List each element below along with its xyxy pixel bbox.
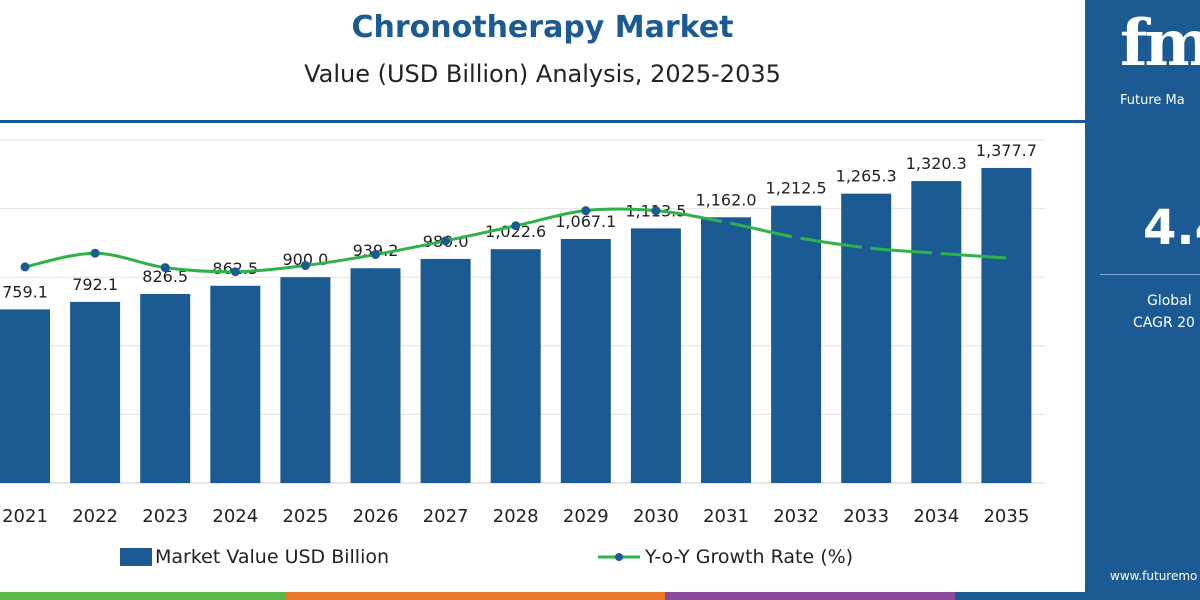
x-tick-label-2027: 2027 xyxy=(423,506,469,527)
growth-point-2034 xyxy=(931,248,941,258)
bar-2023 xyxy=(140,294,191,483)
x-tick-label-2035: 2035 xyxy=(983,506,1029,527)
x-tick-labels: 2021 2022 2023 2024 2025 2026 2027 2028 2029 2030… xyxy=(2,506,1029,527)
legend-swatch-growth-marker xyxy=(615,553,623,561)
cagr-label: CAGR 20 xyxy=(1133,315,1195,331)
bar-value-label-2031: 1,162.0 xyxy=(695,190,756,209)
growth-point-2025 xyxy=(300,261,310,271)
bar-value-label-2033: 1,265.3 xyxy=(836,167,897,186)
bar-2035 xyxy=(981,167,1032,483)
growth-point-2022 xyxy=(90,248,100,258)
growth-line-layer xyxy=(20,206,1007,277)
chart: 759.1792.1826.5862.5900.0939.2980.01,022… xyxy=(0,139,1045,568)
x-tick-label-2025: 2025 xyxy=(282,506,328,527)
chart-title: Chronotherapy Market xyxy=(351,10,734,45)
sidebar-panel: fm Future Ma 4.4 Global CAGR 20 www.futu… xyxy=(1085,0,1200,600)
growth-point-2033 xyxy=(861,243,871,253)
x-tick-label-2032: 2032 xyxy=(773,506,819,527)
bar-2026 xyxy=(350,268,401,483)
bar-2031 xyxy=(701,217,751,483)
bar-value-label-2029: 1,067.1 xyxy=(555,212,616,231)
growth-point-2028 xyxy=(511,221,521,231)
growth-point-2021 xyxy=(20,262,30,272)
x-tick-label-2028: 2028 xyxy=(493,506,539,527)
strip-segment-green xyxy=(0,592,285,600)
growth-point-2023 xyxy=(160,263,170,273)
x-tick-label-2023: 2023 xyxy=(142,506,188,527)
legend-swatch-market-value xyxy=(120,548,152,566)
growth-point-2024 xyxy=(230,267,240,277)
bar-2025 xyxy=(280,277,331,483)
bar-value-label-2022: 792.1 xyxy=(72,275,118,294)
legend: Market Value USD Billion Y-o-Y Growth Ra… xyxy=(120,546,853,568)
bar-2030 xyxy=(630,228,681,483)
bar-value-label-2035: 1,377.7 xyxy=(976,141,1037,160)
x-tick-label-2034: 2034 xyxy=(913,506,959,527)
x-tick-label-2029: 2029 xyxy=(563,506,609,527)
growth-point-2026 xyxy=(371,250,380,260)
growth-point-2030 xyxy=(651,206,661,216)
global-label: Global xyxy=(1147,293,1192,309)
x-tick-label-2033: 2033 xyxy=(843,506,889,527)
legend-label-market-value: Market Value USD Billion xyxy=(155,546,389,568)
bar-value-label-2021: 759.1 xyxy=(2,282,48,301)
bar-value-label-2028: 1,022.6 xyxy=(485,222,546,241)
sidebar-divider xyxy=(1100,274,1200,275)
bar-2028 xyxy=(490,249,541,483)
website-url: www.futuremo xyxy=(1110,569,1198,583)
bar-2027 xyxy=(420,258,471,483)
growth-point-2031 xyxy=(721,217,731,227)
bar-2032 xyxy=(771,205,822,483)
growth-point-2029 xyxy=(581,206,591,216)
bar-value-label-2034: 1,320.3 xyxy=(906,154,967,173)
bars xyxy=(0,167,1032,483)
bar-value-label-2023: 826.5 xyxy=(142,267,188,286)
bar-2029 xyxy=(560,238,611,483)
growth-point-2032 xyxy=(791,232,801,242)
fmi-logo: fm xyxy=(1120,6,1200,81)
bar-2034 xyxy=(911,181,962,483)
bar-2024 xyxy=(210,285,261,483)
x-tick-label-2031: 2031 xyxy=(703,506,749,527)
bar-2033 xyxy=(841,193,892,483)
bar-2021 xyxy=(0,309,50,483)
x-tick-label-2021: 2021 xyxy=(2,506,48,527)
cagr-value: 4.4 xyxy=(1143,200,1200,256)
chart-subtitle: Value (USD Billion) Analysis, 2025-2035 xyxy=(304,60,781,88)
strip-segment-purple xyxy=(665,592,955,600)
bar-value-label-2032: 1,212.5 xyxy=(766,179,827,198)
legend-label-growth-rate: Y-o-Y Growth Rate (%) xyxy=(644,546,853,568)
strip-segment-orange xyxy=(285,592,665,600)
company-name: Future Ma xyxy=(1120,93,1185,108)
growth-point-2027 xyxy=(441,236,451,246)
x-tick-label-2022: 2022 xyxy=(72,506,118,527)
bar-2022 xyxy=(70,301,121,483)
x-tick-label-2030: 2030 xyxy=(633,506,679,527)
title-divider xyxy=(0,120,1085,123)
bottom-color-strip xyxy=(0,592,1085,600)
x-tick-label-2026: 2026 xyxy=(353,506,399,527)
strip-segment-blue xyxy=(955,592,1085,600)
x-tick-label-2024: 2024 xyxy=(212,506,258,527)
